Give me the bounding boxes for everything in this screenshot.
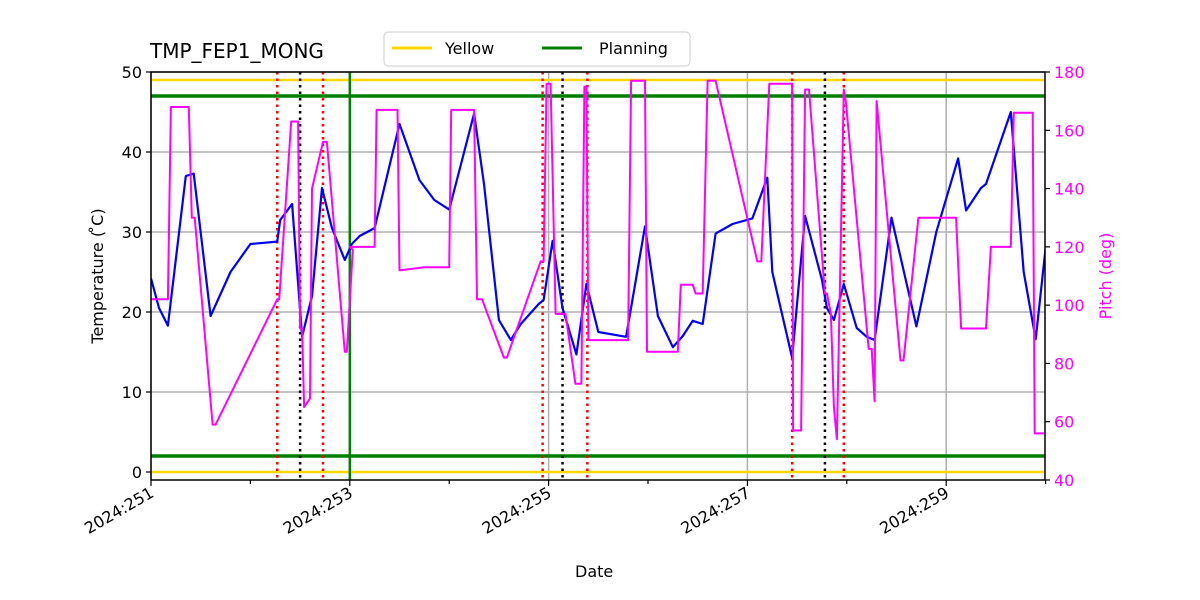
y-tick-label: 40 bbox=[122, 143, 142, 162]
x-tick-label: 2024:255 bbox=[479, 483, 555, 538]
y-right-tick-label: 100 bbox=[1054, 296, 1085, 315]
y-right-tick-label: 160 bbox=[1054, 121, 1085, 140]
y-axis-right-label: Pitch (deg) bbox=[1096, 233, 1115, 320]
y-right-tick-label: 140 bbox=[1054, 180, 1085, 199]
y-tick-label: 30 bbox=[122, 223, 142, 242]
grid-lines bbox=[150, 71, 1045, 480]
plot-area bbox=[151, 72, 1045, 480]
chart-title: TMP_FEP1_MONG bbox=[149, 39, 324, 63]
y-axis-right: 40 60 80 100 120 140 160 180 bbox=[1045, 63, 1085, 490]
legend-yellow-label: Yellow bbox=[444, 39, 494, 58]
y-tick-label: 0 bbox=[132, 463, 142, 482]
x-axis-label: Date bbox=[575, 562, 613, 581]
legend: Yellow Planning bbox=[383, 31, 691, 67]
y-axis-left: 0 10 20 30 40 50 bbox=[122, 63, 151, 482]
y-tick-label: 10 bbox=[122, 383, 142, 402]
temperature-line bbox=[151, 110, 1045, 359]
plot-frame bbox=[150, 71, 1046, 481]
y-right-tick-label: 80 bbox=[1054, 354, 1074, 373]
y-tick-label: 50 bbox=[122, 63, 142, 82]
y-axis-left-label: Temperature ( ̊C) bbox=[88, 208, 107, 344]
legend-planning-label: Planning bbox=[599, 39, 668, 58]
x-tick-label: 2024:257 bbox=[678, 483, 754, 538]
x-axis: 2024:251 2024:253 2024:255 2024:257 2024:259 bbox=[81, 480, 1047, 538]
y-right-tick-label: 60 bbox=[1054, 413, 1074, 432]
x-tick-label: 2024:259 bbox=[876, 483, 952, 538]
y-right-tick-label: 180 bbox=[1054, 63, 1085, 82]
y-tick-label: 20 bbox=[122, 303, 142, 322]
y-right-tick-label: 40 bbox=[1054, 471, 1074, 490]
x-tick-label: 2024:251 bbox=[81, 483, 157, 538]
pitch-line bbox=[151, 79, 1045, 441]
x-tick-label: 2024:253 bbox=[280, 483, 356, 538]
y-right-tick-label: 120 bbox=[1054, 238, 1085, 257]
